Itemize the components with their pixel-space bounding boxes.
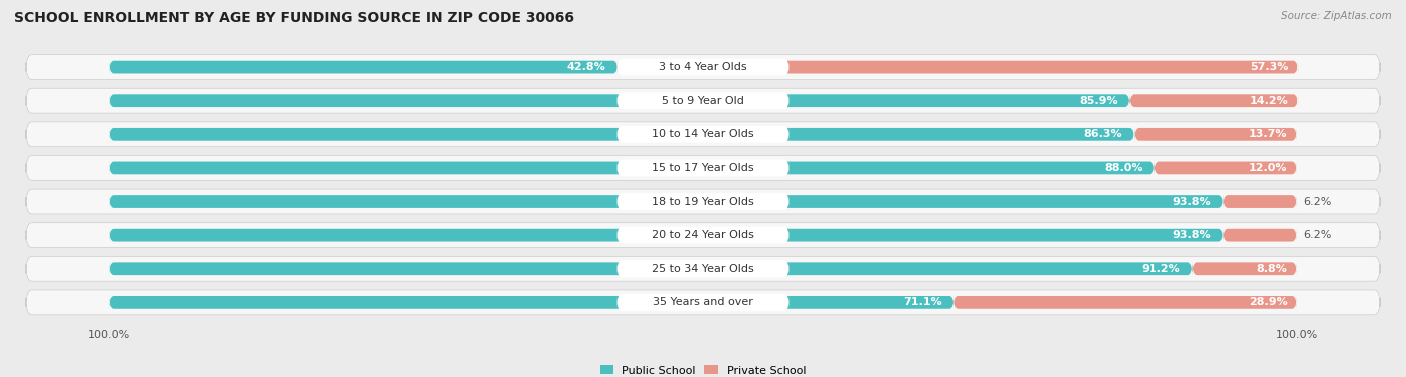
FancyBboxPatch shape xyxy=(25,223,1381,248)
FancyBboxPatch shape xyxy=(25,189,1381,214)
Text: 86.3%: 86.3% xyxy=(1084,129,1122,139)
FancyBboxPatch shape xyxy=(617,261,789,277)
FancyBboxPatch shape xyxy=(1223,228,1296,242)
FancyBboxPatch shape xyxy=(110,295,953,310)
Text: 12.0%: 12.0% xyxy=(1249,163,1288,173)
Text: 20 to 24 Year Olds: 20 to 24 Year Olds xyxy=(652,230,754,240)
Text: 25 to 34 Year Olds: 25 to 34 Year Olds xyxy=(652,264,754,274)
Text: 10 to 14 Year Olds: 10 to 14 Year Olds xyxy=(652,129,754,139)
FancyBboxPatch shape xyxy=(953,295,1296,310)
FancyBboxPatch shape xyxy=(617,59,789,75)
Text: SCHOOL ENROLLMENT BY AGE BY FUNDING SOURCE IN ZIP CODE 30066: SCHOOL ENROLLMENT BY AGE BY FUNDING SOUR… xyxy=(14,11,574,25)
Text: 93.8%: 93.8% xyxy=(1173,196,1212,207)
FancyBboxPatch shape xyxy=(1129,93,1298,108)
FancyBboxPatch shape xyxy=(25,155,1381,180)
Text: 28.9%: 28.9% xyxy=(1249,297,1288,307)
Text: 35 Years and over: 35 Years and over xyxy=(652,297,754,307)
FancyBboxPatch shape xyxy=(1154,161,1296,175)
Text: 14.2%: 14.2% xyxy=(1250,96,1289,106)
FancyBboxPatch shape xyxy=(617,60,1298,74)
Text: 57.3%: 57.3% xyxy=(1250,62,1288,72)
Text: 88.0%: 88.0% xyxy=(1104,163,1143,173)
Text: 6.2%: 6.2% xyxy=(1303,196,1331,207)
FancyBboxPatch shape xyxy=(25,122,1381,147)
FancyBboxPatch shape xyxy=(25,256,1381,281)
FancyBboxPatch shape xyxy=(617,159,789,176)
FancyBboxPatch shape xyxy=(110,127,1135,141)
FancyBboxPatch shape xyxy=(110,228,1223,242)
FancyBboxPatch shape xyxy=(1135,127,1296,141)
Text: 71.1%: 71.1% xyxy=(903,297,942,307)
FancyBboxPatch shape xyxy=(617,92,789,109)
FancyBboxPatch shape xyxy=(617,193,789,210)
FancyBboxPatch shape xyxy=(110,161,1154,175)
Text: 13.7%: 13.7% xyxy=(1249,129,1288,139)
FancyBboxPatch shape xyxy=(110,195,1223,208)
Text: 3 to 4 Year Olds: 3 to 4 Year Olds xyxy=(659,62,747,72)
FancyBboxPatch shape xyxy=(1192,262,1296,276)
Text: Source: ZipAtlas.com: Source: ZipAtlas.com xyxy=(1281,11,1392,21)
FancyBboxPatch shape xyxy=(25,88,1381,113)
FancyBboxPatch shape xyxy=(617,294,789,311)
FancyBboxPatch shape xyxy=(25,290,1381,315)
FancyBboxPatch shape xyxy=(110,60,617,74)
Legend: Public School, Private School: Public School, Private School xyxy=(595,361,811,377)
Text: 18 to 19 Year Olds: 18 to 19 Year Olds xyxy=(652,196,754,207)
FancyBboxPatch shape xyxy=(1223,195,1296,208)
FancyBboxPatch shape xyxy=(617,126,789,143)
Text: 8.8%: 8.8% xyxy=(1257,264,1288,274)
Text: 5 to 9 Year Old: 5 to 9 Year Old xyxy=(662,96,744,106)
Text: 15 to 17 Year Olds: 15 to 17 Year Olds xyxy=(652,163,754,173)
Text: 42.8%: 42.8% xyxy=(567,62,606,72)
Text: 93.8%: 93.8% xyxy=(1173,230,1212,240)
FancyBboxPatch shape xyxy=(110,262,1192,276)
Text: 6.2%: 6.2% xyxy=(1303,230,1331,240)
FancyBboxPatch shape xyxy=(25,55,1381,80)
FancyBboxPatch shape xyxy=(617,227,789,244)
Text: 91.2%: 91.2% xyxy=(1142,264,1181,274)
Text: 85.9%: 85.9% xyxy=(1078,96,1118,106)
FancyBboxPatch shape xyxy=(110,93,1129,108)
